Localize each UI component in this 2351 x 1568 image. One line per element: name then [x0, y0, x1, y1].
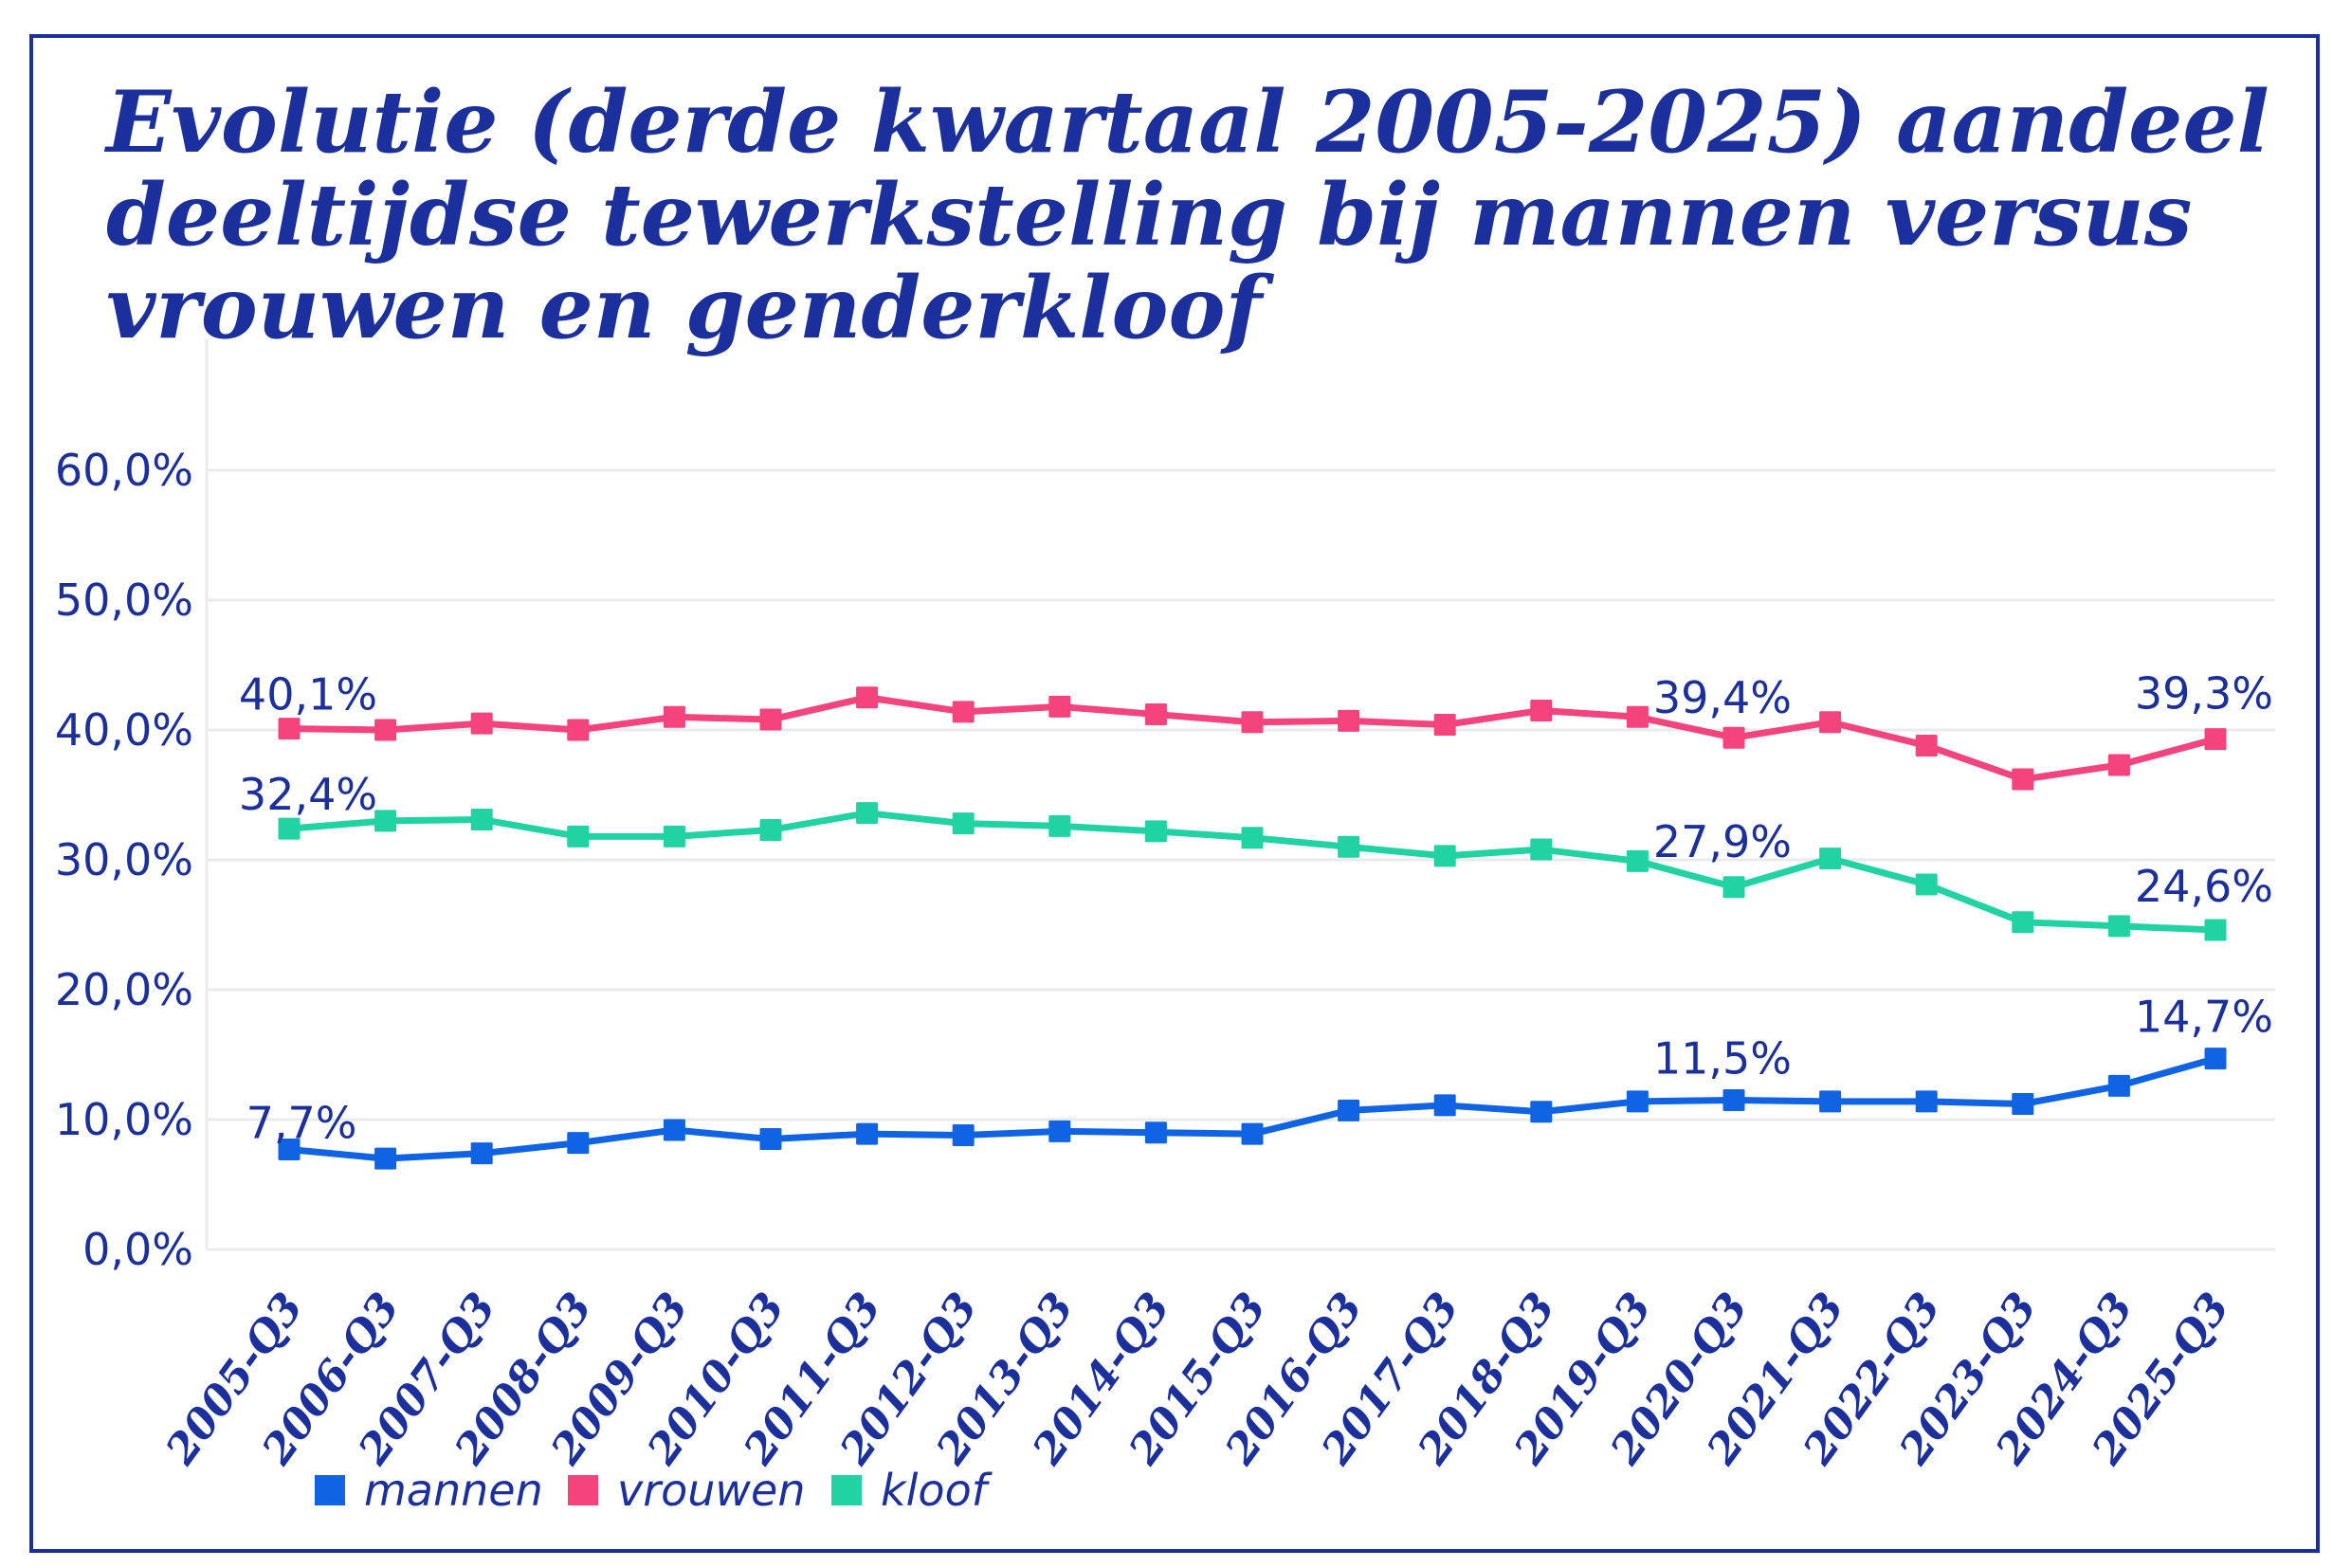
data-point-mannen-2011-Q3 — [856, 1122, 879, 1145]
data-point-mannen-2007-Q3 — [470, 1142, 493, 1165]
chart-title-line-1: Evolutie (derde kwartaal 2005-2025) aand… — [103, 72, 2269, 173]
data-point-mannen-2009-Q3 — [663, 1119, 685, 1141]
data-point-kloof-2014-Q3 — [1144, 820, 1167, 843]
data-point-vrouwen-2011-Q3 — [856, 686, 879, 709]
data-point-kloof-2025-Q3 — [2204, 919, 2227, 941]
data-point-vrouwen-2018-Q3 — [1530, 699, 1553, 721]
data-point-kloof-2008-Q3 — [567, 825, 590, 848]
data-point-vrouwen-2016-Q3 — [1338, 709, 1360, 732]
legend-label-mannen: mannen — [364, 1465, 543, 1516]
data-point-mannen-2015-Q3 — [1241, 1122, 1264, 1145]
data-point-vrouwen-2021-Q3 — [1819, 711, 1842, 734]
data-label-mannen-2020-Q3: 11,5% — [1653, 1032, 1792, 1084]
data-point-kloof-2023-Q3 — [2012, 911, 2034, 934]
plot-area: 0,0%10,0%20,0%30,0%40,0%50,0%60,0%2005-Q… — [55, 339, 2275, 1516]
data-point-mannen-2023-Q3 — [2012, 1093, 2034, 1116]
data-point-kloof-2013-Q3 — [1048, 814, 1071, 837]
data-point-kloof-2019-Q3 — [1626, 849, 1649, 872]
data-point-kloof-2006-Q3 — [374, 810, 397, 832]
data-label-vrouwen-2005-Q3: 40,1% — [239, 669, 377, 720]
data-label-kloof-2025-Q3: 24,6% — [2135, 861, 2273, 912]
data-label-vrouwen-2025-Q3: 39,3% — [2135, 668, 2273, 720]
data-point-vrouwen-2012-Q3 — [952, 701, 975, 723]
legend-swatch-kloof — [831, 1475, 862, 1505]
data-point-mannen-2008-Q3 — [567, 1132, 590, 1155]
data-point-vrouwen-2007-Q3 — [470, 712, 493, 735]
data-point-vrouwen-2022-Q3 — [1915, 734, 1938, 757]
data-point-vrouwen-2015-Q3 — [1241, 711, 1264, 734]
y-tick-label-0: 0,0% — [82, 1224, 193, 1275]
data-point-kloof-2012-Q3 — [952, 812, 975, 835]
data-point-vrouwen-2013-Q3 — [1048, 695, 1071, 718]
y-tick-label-60: 60,0% — [55, 445, 193, 496]
chart-title-line-3: vrouwen en genderkloof — [106, 258, 1275, 358]
chart-title-line-2: deeltijdse tewerkstelling bij mannen ver… — [106, 165, 2192, 265]
data-point-mannen-2022-Q3 — [1915, 1090, 1938, 1113]
y-tick-label-40: 40,0% — [55, 704, 193, 756]
data-point-kloof-2024-Q3 — [2107, 915, 2130, 938]
data-point-kloof-2005-Q3 — [278, 817, 301, 840]
data-point-vrouwen-2009-Q3 — [663, 705, 685, 728]
data-label-kloof-2020-Q3: 27,9% — [1653, 816, 1792, 867]
data-point-kloof-2020-Q3 — [1722, 876, 1745, 899]
data-point-vrouwen-2014-Q3 — [1144, 703, 1167, 726]
data-label-vrouwen-2020-Q3: 39,4% — [1653, 672, 1792, 723]
data-label-kloof-2005-Q3: 32,4% — [239, 769, 377, 820]
data-point-vrouwen-2024-Q3 — [2107, 754, 2130, 776]
data-point-kloof-2010-Q3 — [759, 818, 782, 841]
data-point-kloof-2016-Q3 — [1338, 835, 1360, 858]
data-point-kloof-2009-Q3 — [663, 825, 685, 848]
y-tick-label-10: 10,0% — [55, 1094, 193, 1145]
data-point-mannen-2024-Q3 — [2107, 1074, 2130, 1097]
data-point-kloof-2011-Q3 — [856, 802, 879, 825]
data-point-mannen-2018-Q3 — [1530, 1101, 1553, 1123]
data-point-mannen-2005-Q3 — [278, 1139, 301, 1161]
data-point-mannen-2010-Q3 — [759, 1128, 782, 1151]
data-point-mannen-2013-Q3 — [1048, 1120, 1071, 1142]
data-point-vrouwen-2020-Q3 — [1722, 726, 1745, 749]
data-point-kloof-2007-Q3 — [470, 809, 493, 831]
data-point-mannen-2006-Q3 — [374, 1147, 397, 1170]
data-point-vrouwen-2025-Q3 — [2204, 728, 2227, 751]
data-point-vrouwen-2010-Q3 — [759, 708, 782, 731]
data-point-vrouwen-2008-Q3 — [567, 719, 590, 741]
data-point-kloof-2015-Q3 — [1241, 827, 1264, 849]
page-border — [29, 34, 2320, 1553]
data-point-mannen-2016-Q3 — [1338, 1099, 1360, 1121]
data-point-mannen-2014-Q3 — [1144, 1121, 1167, 1144]
legend-label-vrouwen: vrouwen — [617, 1465, 806, 1516]
data-point-mannen-2021-Q3 — [1819, 1090, 1842, 1113]
data-point-vrouwen-2006-Q3 — [374, 719, 397, 741]
data-point-mannen-2019-Q3 — [1626, 1090, 1649, 1113]
y-tick-label-30: 30,0% — [55, 834, 193, 885]
data-point-vrouwen-2017-Q3 — [1433, 714, 1456, 737]
legend-swatch-mannen — [315, 1475, 345, 1505]
data-point-vrouwen-2019-Q3 — [1626, 705, 1649, 728]
data-point-vrouwen-2005-Q3 — [278, 718, 301, 740]
data-point-kloof-2018-Q3 — [1530, 838, 1553, 861]
data-label-mannen-2025-Q3: 14,7% — [2135, 992, 2273, 1043]
data-point-mannen-2017-Q3 — [1433, 1094, 1456, 1117]
data-point-vrouwen-2023-Q3 — [2012, 768, 2034, 791]
data-point-kloof-2017-Q3 — [1433, 845, 1456, 867]
data-point-kloof-2022-Q3 — [1915, 873, 1938, 896]
data-label-mannen-2005-Q3: 7,7% — [246, 1098, 357, 1149]
data-point-kloof-2021-Q3 — [1819, 848, 1842, 870]
legend-label-kloof: kloof — [881, 1465, 993, 1516]
data-point-mannen-2025-Q3 — [2204, 1048, 2227, 1070]
data-point-mannen-2020-Q3 — [1722, 1088, 1745, 1111]
y-tick-label-20: 20,0% — [55, 964, 193, 1015]
y-tick-label-50: 50,0% — [55, 574, 193, 626]
data-point-mannen-2012-Q3 — [952, 1123, 975, 1146]
legend-swatch-vrouwen — [568, 1475, 598, 1505]
